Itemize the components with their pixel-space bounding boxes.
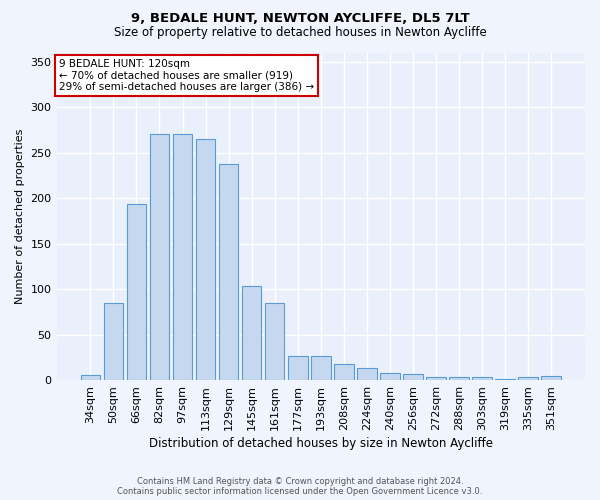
Bar [449,378,469,380]
X-axis label: Distribution of detached houses by size in Newton Aycliffe: Distribution of detached houses by size … [149,437,493,450]
Bar [173,134,193,380]
Bar [518,378,538,380]
Bar [403,374,423,380]
Bar [265,302,284,380]
Bar [472,378,492,380]
Bar [426,378,446,380]
Bar [196,139,215,380]
Bar [127,204,146,380]
Bar [311,356,331,380]
Text: Size of property relative to detached houses in Newton Aycliffe: Size of property relative to detached ho… [113,26,487,39]
Bar [288,356,308,380]
Y-axis label: Number of detached properties: Number of detached properties [15,128,25,304]
Text: 9, BEDALE HUNT, NEWTON AYCLIFFE, DL5 7LT: 9, BEDALE HUNT, NEWTON AYCLIFFE, DL5 7LT [131,12,469,26]
Bar [219,164,238,380]
Text: 9 BEDALE HUNT: 120sqm
← 70% of detached houses are smaller (919)
29% of semi-det: 9 BEDALE HUNT: 120sqm ← 70% of detached … [59,59,314,92]
Bar [242,286,262,380]
Bar [104,302,123,380]
Bar [380,373,400,380]
Bar [357,368,377,380]
Bar [541,376,561,380]
Bar [496,379,515,380]
Bar [149,134,169,380]
Text: Contains HM Land Registry data © Crown copyright and database right 2024.
Contai: Contains HM Land Registry data © Crown c… [118,476,482,496]
Bar [80,374,100,380]
Bar [334,364,353,380]
